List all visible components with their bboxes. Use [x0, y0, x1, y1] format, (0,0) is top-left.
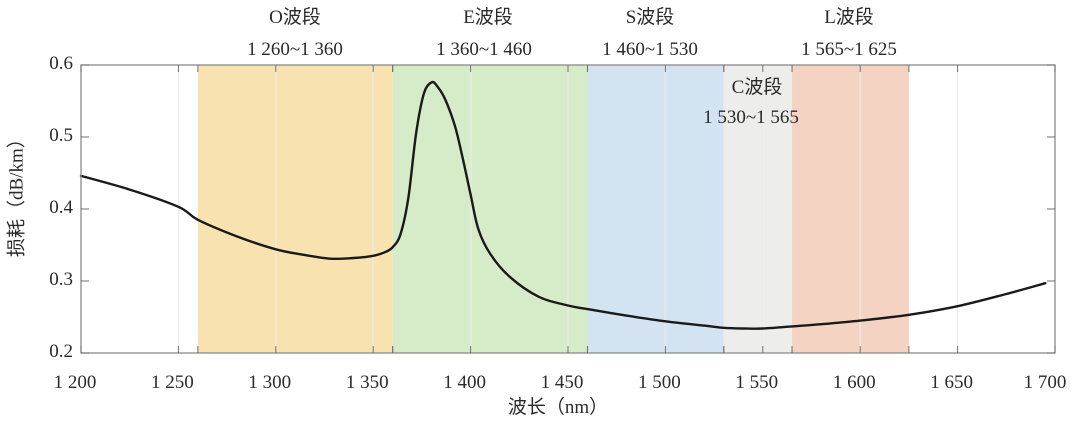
band-L波段	[792, 65, 909, 353]
x-tick-label: 1 250	[151, 372, 194, 393]
band-o-name: O波段	[269, 7, 321, 28]
band-o-range: 1 260~1 360	[247, 39, 343, 60]
x-tick-label: 1 300	[248, 372, 292, 393]
band-S波段	[587, 65, 724, 353]
x-tick-label: 1 400	[443, 372, 486, 393]
x-tick-label: 1 550	[735, 372, 779, 393]
band-s-name: S波段	[625, 7, 675, 28]
band-l-range: 1 565~1 625	[801, 39, 897, 60]
x-tick-label: 1 350	[345, 372, 389, 393]
x-tick-label: 1 700	[1023, 372, 1067, 393]
band-c-range: 1 530~1 565	[703, 107, 799, 128]
band-s-range: 1 460~1 530	[602, 39, 698, 60]
y-axis-title-text: 损耗（dB/km）	[6, 129, 28, 257]
y-tick-label: 0.2	[49, 341, 73, 362]
x-axis-title: 波长（nm）	[507, 397, 609, 418]
band-l-name: L波段	[824, 7, 874, 28]
x-tick-label: 1 650	[930, 372, 973, 393]
wavelength-bands	[197, 65, 909, 353]
band-O波段	[197, 65, 393, 353]
band-E波段	[392, 65, 588, 353]
y-tick-label: 0.6	[49, 53, 73, 74]
band-c-name: C波段	[731, 77, 783, 98]
band-e-name: E波段	[463, 7, 513, 28]
y-tick-label: 0.3	[49, 269, 73, 290]
axis-ticks	[80, 64, 1056, 354]
band-e-range: 1 360~1 460	[436, 39, 532, 60]
x-tick-label: 1 500	[638, 372, 681, 393]
y-tick-label: 0.5	[49, 125, 73, 146]
loss-curve	[79, 80, 1047, 330]
x-tick-label: 1 600	[832, 372, 876, 393]
x-tick-label: 1 200	[53, 372, 97, 393]
y-tick-label: 0.4	[49, 197, 73, 218]
band-C波段	[723, 65, 793, 353]
y-axis-title: 损耗（dB/km）	[2, 129, 29, 257]
x-tick-label: 1 450	[540, 372, 584, 393]
